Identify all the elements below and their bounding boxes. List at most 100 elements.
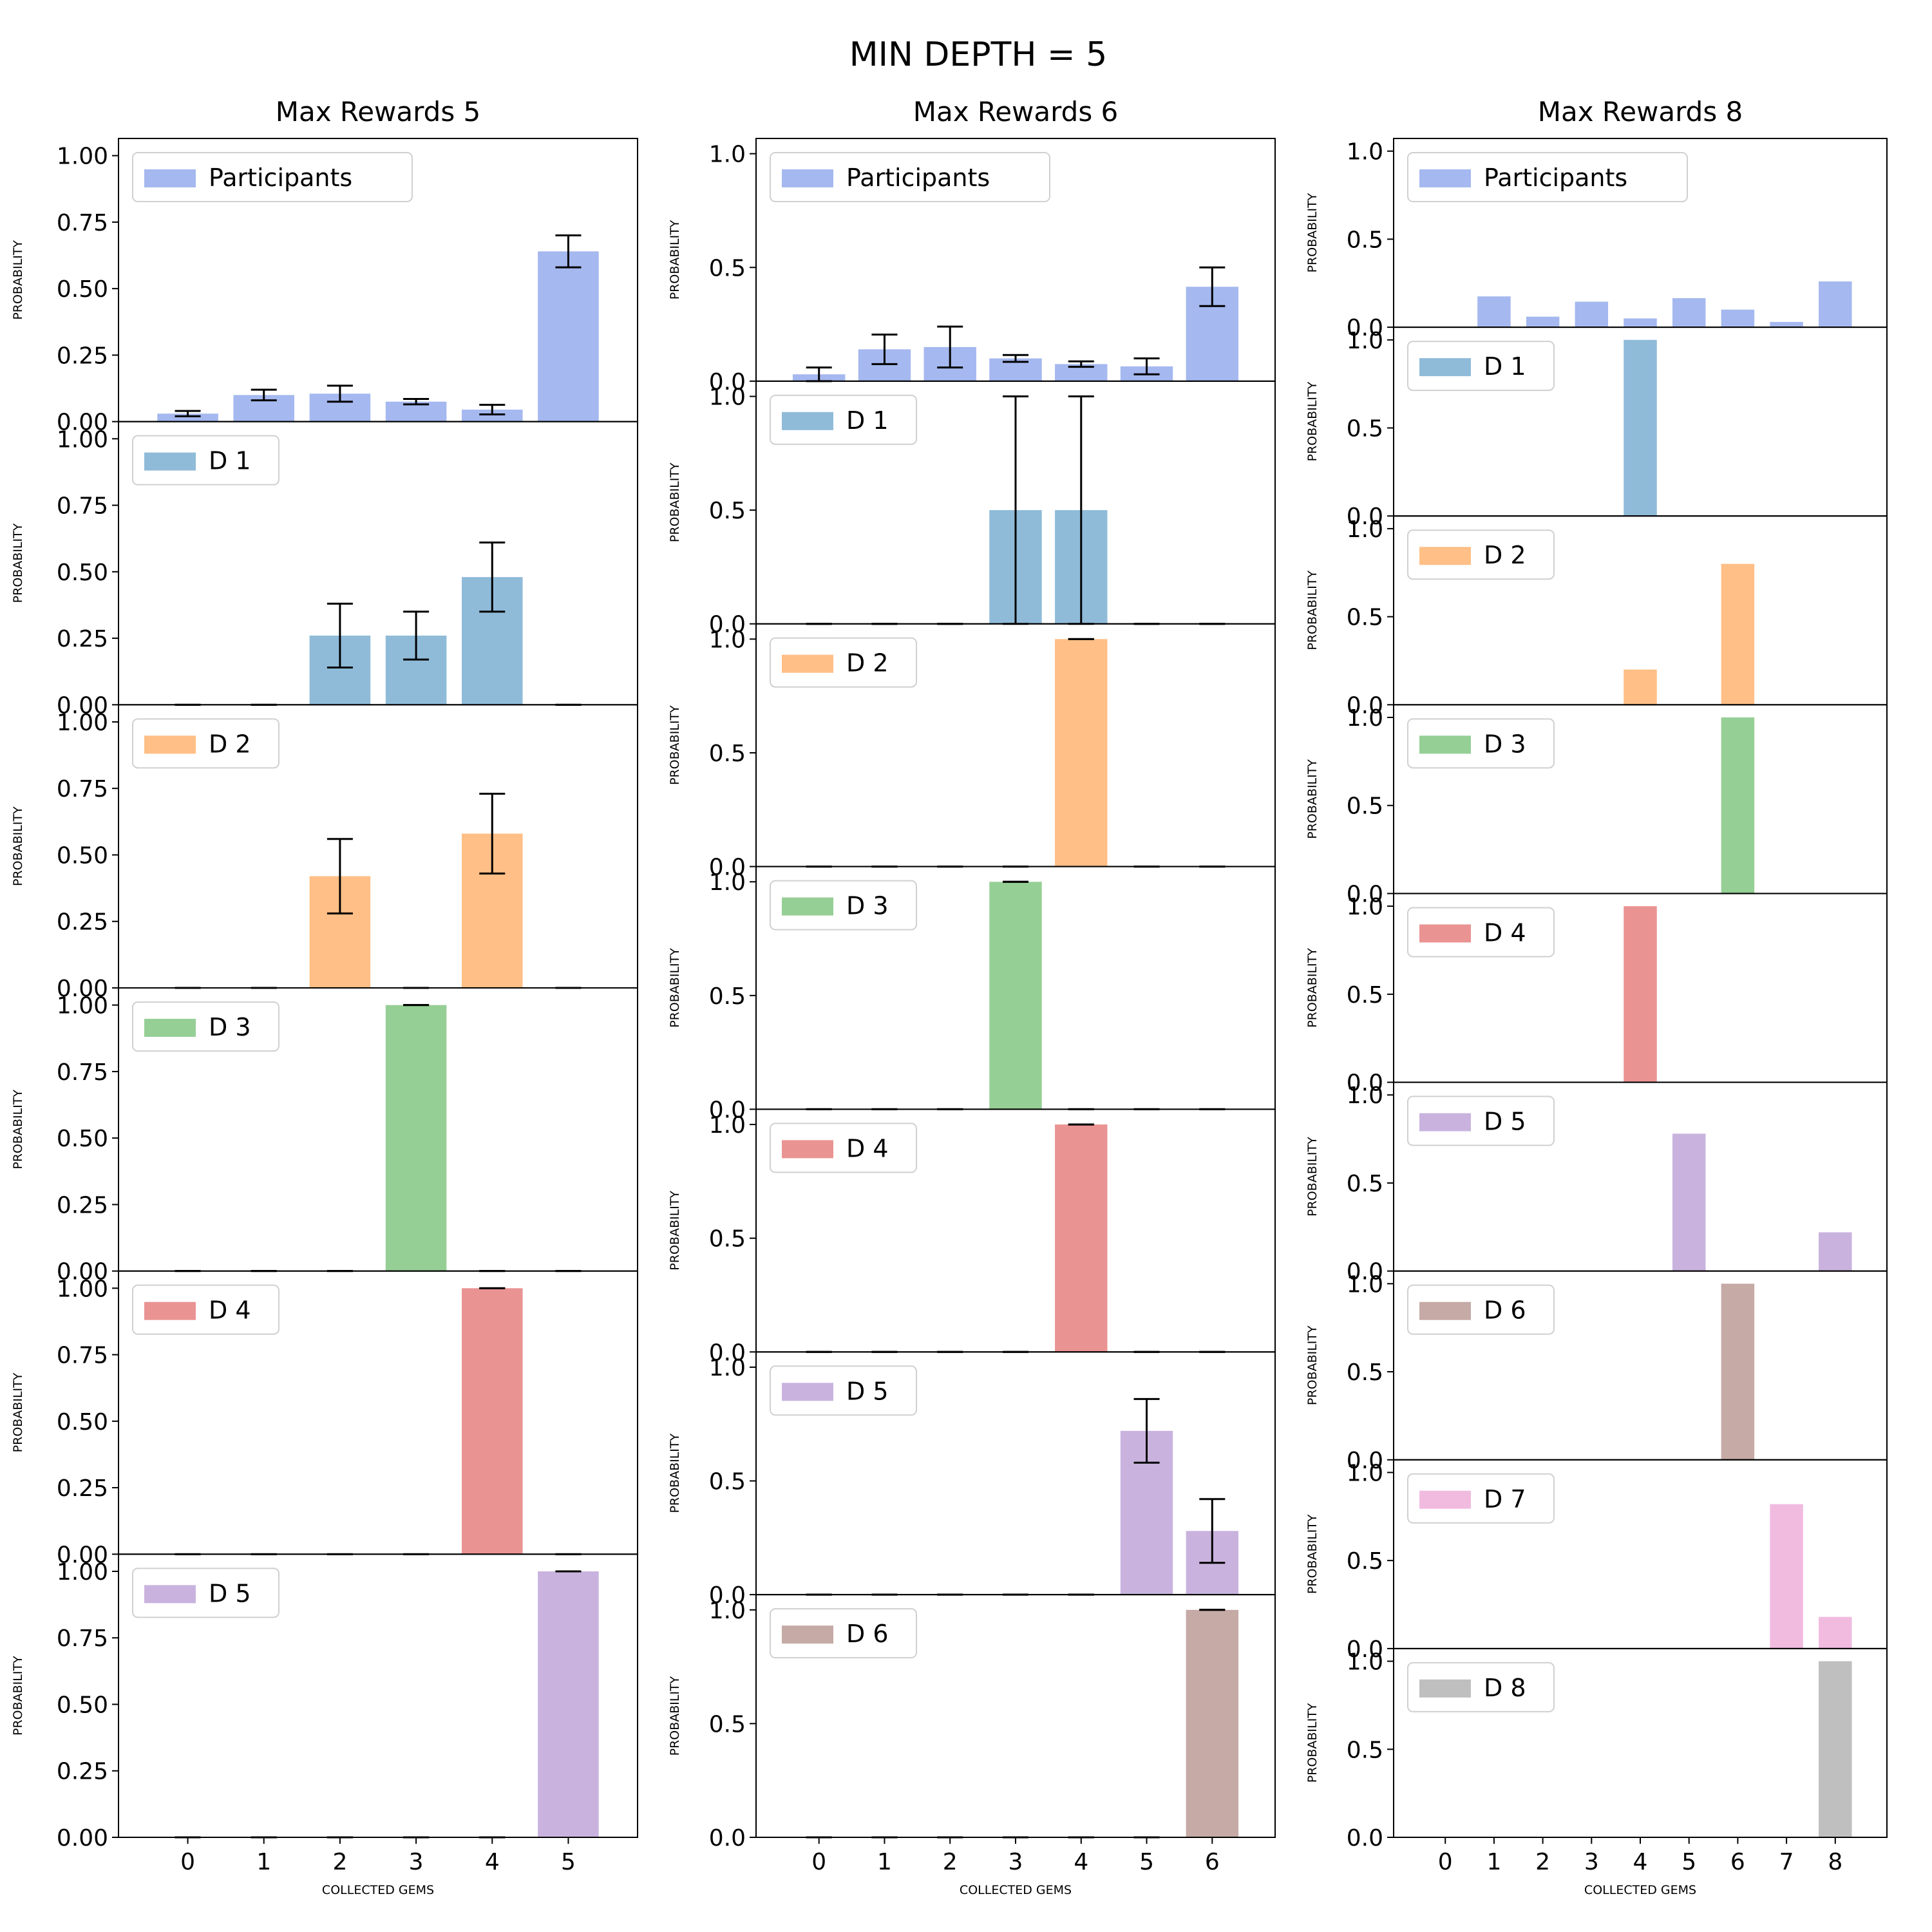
legend-label: Participants bbox=[846, 164, 990, 192]
legend-swatch bbox=[144, 452, 196, 471]
y-tick-label: 1.0 bbox=[1347, 1649, 1383, 1676]
y-tick-label: 0.75 bbox=[57, 776, 108, 802]
y-tick-label: 1.00 bbox=[57, 1276, 108, 1302]
panel-3: 0.0 0.5 1.0 PROBABILITY D 2 bbox=[1305, 515, 1888, 719]
legend-swatch bbox=[1419, 1113, 1471, 1132]
panel-9: 0.0 0.5 1.0 PROBABILITY D 8 0 1 2 3 4 5 6 7 8 COLLECTE… bbox=[1305, 1647, 1888, 1897]
y-tick-label: 0.5 bbox=[709, 983, 746, 1010]
y-axis-label: PROBABILITY bbox=[11, 806, 25, 886]
legend-swatch bbox=[144, 1019, 196, 1037]
y-tick-label: 1.0 bbox=[709, 1598, 746, 1624]
legend-label: D 3 bbox=[846, 892, 889, 920]
bar bbox=[462, 410, 523, 422]
y-axis-label: PROBABILITY bbox=[668, 1191, 682, 1271]
x-tick-label: 1 bbox=[1486, 1849, 1501, 1875]
legend-swatch bbox=[782, 169, 833, 187]
legend-box bbox=[770, 1608, 917, 1659]
legend-box bbox=[1407, 1473, 1555, 1524]
y-tick-label: 0.00 bbox=[57, 976, 108, 1002]
x-tick-label: 7 bbox=[1779, 1849, 1794, 1875]
y-tick-label: 0.50 bbox=[57, 1409, 108, 1435]
y-tick-label: 0.50 bbox=[57, 560, 108, 586]
y-tick-label: 0.0 bbox=[709, 1340, 746, 1366]
y-axis-label: PROBABILITY bbox=[11, 1656, 25, 1736]
y-tick-label: 0.00 bbox=[57, 410, 108, 436]
y-tick-label: 0.0 bbox=[1347, 881, 1383, 907]
bar bbox=[1770, 1504, 1803, 1649]
bar bbox=[1721, 564, 1755, 705]
column-3: Max Rewards 8 0.0 0.5 1.0 PROBABILITY Partici… bbox=[1305, 96, 1888, 1897]
legend-box bbox=[770, 394, 917, 445]
bar bbox=[385, 1005, 447, 1271]
legend-swatch bbox=[782, 897, 833, 916]
legend-box bbox=[132, 1284, 279, 1335]
y-axis-label: PROBABILITY bbox=[668, 220, 682, 299]
y-tick-label: 0.0 bbox=[709, 1582, 746, 1609]
legend-label: D 4 bbox=[209, 1296, 251, 1325]
x-tick-label: 5 bbox=[1681, 1849, 1696, 1875]
legend: D 5 bbox=[1407, 1095, 1555, 1146]
bar bbox=[1624, 669, 1657, 705]
legend-label: D 5 bbox=[846, 1377, 889, 1405]
legend: Participants bbox=[770, 152, 1050, 202]
legend-label: D 3 bbox=[209, 1013, 251, 1041]
y-tick-label: 0.0 bbox=[709, 369, 746, 395]
panel-8: 0.0 0.5 1.0 PROBABILITY D 7 bbox=[1305, 1459, 1888, 1663]
y-tick-label: 0.75 bbox=[57, 210, 108, 236]
y-tick-label: 0.25 bbox=[57, 1192, 108, 1218]
y-tick-label: 1.0 bbox=[1347, 1083, 1383, 1109]
legend-box bbox=[1407, 1662, 1555, 1712]
legend-box bbox=[770, 1365, 917, 1416]
y-tick-label: 0.0 bbox=[1347, 1070, 1383, 1097]
y-tick-label: 1.0 bbox=[1347, 516, 1383, 543]
legend-box bbox=[1407, 907, 1555, 958]
x-tick-label: 5 bbox=[561, 1849, 576, 1875]
bar bbox=[1819, 1661, 1852, 1837]
legend-swatch bbox=[1419, 735, 1471, 754]
legend-box bbox=[132, 1001, 279, 1052]
y-tick-label: 0.5 bbox=[1347, 416, 1383, 442]
x-tick-label: 0 bbox=[1438, 1849, 1453, 1875]
axes-frame bbox=[118, 1553, 638, 1838]
y-tick-label: 0.0 bbox=[1347, 1259, 1383, 1285]
column-2: Max Rewards 6 0.0 0.5 1.0 PROBABILITY Partici… bbox=[668, 96, 1276, 1897]
panel-2: 0.0 0.5 1.0 PROBABILITY D 1 bbox=[1305, 327, 1888, 530]
bar bbox=[1721, 309, 1755, 328]
y-axis-label: PROBABILITY bbox=[1305, 381, 1320, 461]
panel-1: 0.00 0.25 0.50 0.75 1.00 PROBABILITY Participa… bbox=[11, 138, 638, 436]
x-tick-label: 5 bbox=[1139, 1849, 1154, 1875]
legend-box bbox=[1407, 718, 1555, 769]
legend-swatch bbox=[782, 1625, 833, 1644]
bar bbox=[1819, 281, 1852, 328]
x-tick-label: 3 bbox=[1009, 1849, 1023, 1875]
y-tick-label: 0.75 bbox=[57, 1059, 108, 1086]
bar bbox=[1672, 1133, 1706, 1271]
x-axis-label: COLLECTED GEMS bbox=[960, 1883, 1072, 1897]
y-tick-label: 1.00 bbox=[57, 1559, 108, 1586]
bar bbox=[1721, 1283, 1755, 1460]
y-tick-label: 0.5 bbox=[709, 1711, 746, 1738]
y-tick-label: 0.00 bbox=[57, 1259, 108, 1285]
y-axis-label: PROBABILITY bbox=[668, 705, 682, 785]
y-tick-label: 1.00 bbox=[57, 144, 108, 170]
x-axis-label: COLLECTED GEMS bbox=[1584, 1883, 1696, 1897]
y-axis-label: PROBABILITY bbox=[11, 1090, 25, 1170]
x-tick-label: 2 bbox=[1535, 1849, 1550, 1875]
legend-box bbox=[1407, 1284, 1555, 1335]
x-tick-label: 8 bbox=[1828, 1849, 1842, 1875]
y-tick-label: 1.0 bbox=[1347, 139, 1383, 166]
y-axis-label: PROBABILITY bbox=[1305, 1514, 1320, 1594]
y-tick-label: 0.75 bbox=[57, 1625, 108, 1652]
panel-7: 0.0 0.5 1.0 PROBABILITY D 6 0 1 2 3 4 5 6 COLLECTED … bbox=[668, 1594, 1276, 1897]
legend-swatch bbox=[1419, 358, 1471, 377]
x-tick-label: 0 bbox=[811, 1849, 826, 1875]
bar bbox=[1624, 318, 1657, 328]
x-axis-label: COLLECTED GEMS bbox=[322, 1883, 434, 1897]
legend-swatch bbox=[1419, 1679, 1471, 1698]
legend: D 8 bbox=[1407, 1662, 1555, 1712]
y-tick-label: 0.5 bbox=[1347, 793, 1383, 820]
y-tick-label: 0.0 bbox=[709, 1097, 746, 1123]
legend-swatch bbox=[1419, 547, 1471, 565]
y-tick-label: 1.0 bbox=[1347, 705, 1383, 732]
